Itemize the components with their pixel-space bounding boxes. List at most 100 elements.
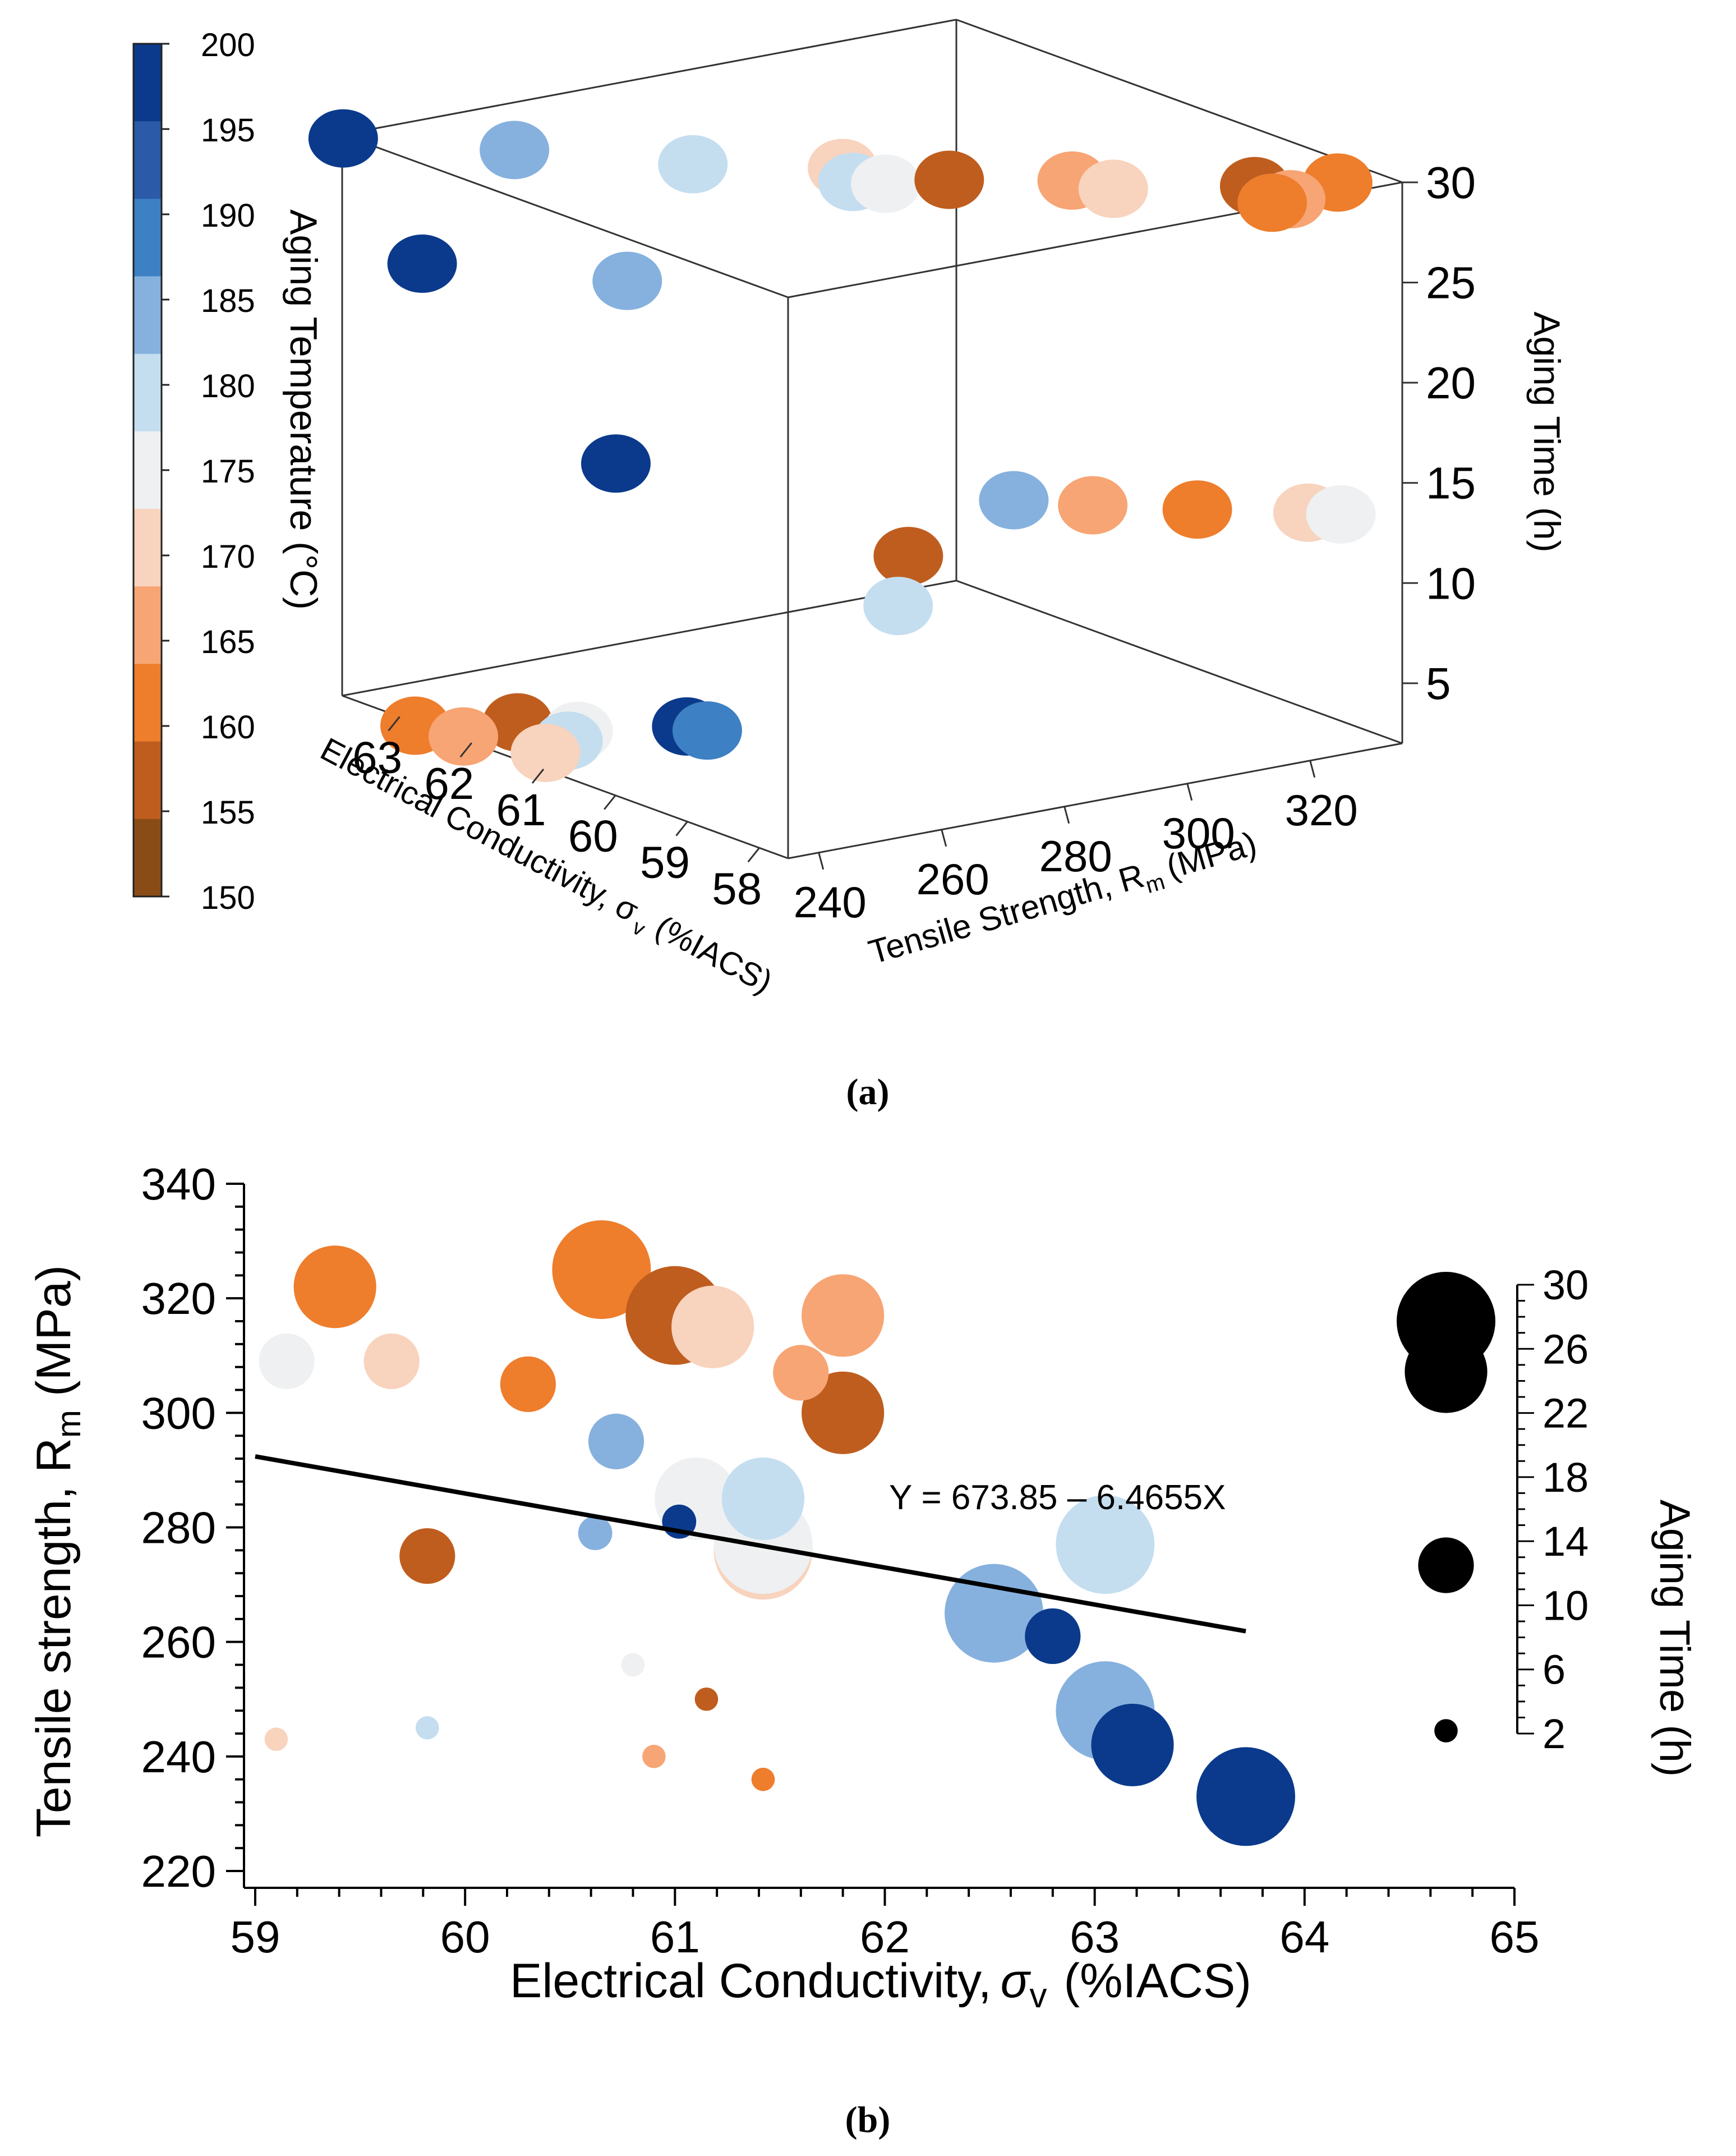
size-legend-tick-label: 22: [1542, 1390, 1588, 1437]
data-point: [873, 527, 943, 586]
x-tick: [1309, 760, 1316, 778]
z-axis-title-text: Aging Time (h): [1526, 311, 1568, 552]
z-tick-label: 30: [1426, 158, 1476, 208]
y-tick-label-b: 320: [141, 1274, 216, 1323]
y-tick-label: 62: [424, 758, 474, 808]
y-axis-title-b: Tensile strength, Rm (MPa): [27, 1265, 88, 1837]
x-tick: [941, 829, 947, 847]
data-point: [480, 121, 550, 180]
y-axis-title-unit: (%IACS): [650, 909, 779, 1000]
data-point: [1306, 485, 1376, 544]
x-tick-label: 240: [794, 877, 867, 927]
y-tick-label-b: 280: [141, 1503, 216, 1553]
x-tick-label-b: 64: [1279, 1912, 1329, 1962]
colorbar-swatch: [133, 276, 162, 355]
x-axis-title-b-main: Electrical Conductivity,: [510, 1954, 992, 2008]
bubble-point: [416, 1716, 439, 1740]
data-point: [510, 724, 581, 783]
2d-axes: 59 60 61 62 63 64 65 220 240 260 280 300 320 340: [141, 1159, 1540, 1962]
z-tick-label: 25: [1426, 258, 1476, 308]
box-edge: [956, 580, 1403, 744]
y-tick-label: 61: [496, 785, 546, 835]
x-tick-label-b: 62: [860, 1912, 910, 1962]
y-tick-label-b: 260: [141, 1617, 216, 1667]
bubble-point: [1196, 1747, 1296, 1846]
bubble-point: [363, 1333, 420, 1390]
bubble-point: [552, 1220, 651, 1320]
x-tick-label: 260: [917, 854, 989, 904]
box-edge: [342, 580, 957, 697]
regression-equation: Y = 673.85 – 6.4655X: [889, 1478, 1226, 1517]
bubble-points: [259, 1220, 1296, 1846]
size-legend-tick-label: 10: [1542, 1582, 1588, 1629]
colorbar-tick-label: 200: [201, 27, 255, 63]
x-axis-title-sub: m: [1143, 870, 1168, 898]
colorbar-tick-label: 165: [201, 624, 255, 660]
bubble-point: [264, 1727, 288, 1752]
temperature-colorbar: 200 195 190 185 180 175 170 165 160 155 150: [132, 27, 255, 916]
y-tick-label: 60: [568, 811, 618, 861]
colorbar-swatch: [133, 199, 162, 277]
y-axis-title-b-sub: m: [50, 1410, 88, 1438]
bubble-point: [773, 1345, 829, 1401]
y-tick-label-b: 340: [141, 1159, 216, 1209]
x-tick: [818, 852, 825, 870]
y-tick-label-b: 240: [141, 1732, 216, 1782]
3d-bounding-box: [341, 19, 1403, 859]
data-point: [581, 434, 651, 493]
x-tick-label: 300: [1162, 808, 1235, 858]
x-tick-label-b: 61: [650, 1912, 700, 1962]
bubble-point: [578, 1516, 613, 1551]
bubble-point: [500, 1356, 556, 1412]
x-tick-label: 280: [1039, 831, 1112, 881]
colorbar-tick-label: 160: [201, 709, 255, 746]
data-point: [429, 707, 499, 766]
bubble-point: [1025, 1608, 1081, 1665]
data-point: [592, 251, 662, 310]
size-legend-marker: [1405, 1330, 1488, 1413]
caption-b: (b): [845, 2099, 891, 2140]
bubble-point: [1056, 1495, 1155, 1594]
y-axis-title-b-unit: (MPa): [27, 1265, 81, 1396]
bubble-point: [694, 1687, 719, 1711]
x-axis-title-b-sub: v: [1030, 1976, 1047, 2015]
x-tick-label-b: 59: [231, 1912, 280, 1962]
colorbar-title: Aging Temperature (°C): [282, 209, 325, 610]
panel-a-3d-scatter: 240 260 280 300 320 58 59 60 61 62 63 5 10 15 20 25 30 A…: [132, 19, 1568, 1113]
colorbar-tick-label: 155: [201, 794, 255, 831]
3d-scatter-points: [308, 109, 1376, 783]
data-point: [672, 701, 742, 760]
x-axis-title-b-symbol: σ: [1001, 1954, 1032, 2008]
data-point: [308, 109, 378, 168]
bubble-point: [802, 1274, 885, 1357]
y-tick-label: 59: [640, 838, 690, 888]
bubble-point: [671, 1285, 754, 1368]
colorbar-swatch: [133, 431, 162, 510]
box-edge: [788, 742, 1403, 859]
y-tick: [531, 769, 545, 784]
bubble-point: [1091, 1703, 1174, 1787]
bubble-point: [621, 1653, 645, 1677]
z-tick-label: 5: [1426, 659, 1451, 709]
size-legend-tick-label: 30: [1542, 1262, 1588, 1308]
colorbar-tick-label: 185: [201, 283, 255, 319]
data-point: [658, 135, 728, 194]
size-legend-marker: [1434, 1719, 1458, 1743]
x-tick-label-b: 63: [1070, 1912, 1120, 1962]
x-axis-title-main: Tensile Strength, R: [864, 857, 1148, 971]
y-axis-title-b-main: Tensile strength, R: [27, 1438, 81, 1837]
colorbar-swatch: [133, 353, 162, 432]
bubble-point: [293, 1245, 376, 1328]
colorbar-swatch: [133, 509, 162, 587]
size-legend-tick-label: 2: [1542, 1711, 1565, 1757]
regression-line: [255, 1454, 1246, 1634]
box-edge: [342, 134, 789, 298]
bubble-point: [945, 1564, 1044, 1663]
caption-a: (a): [846, 1072, 890, 1113]
size-legend-marker: [1418, 1537, 1474, 1593]
y-tick: [747, 847, 760, 863]
x-axis-title-b: Electrical Conductivity, σv (%IACS): [510, 1954, 1251, 2015]
